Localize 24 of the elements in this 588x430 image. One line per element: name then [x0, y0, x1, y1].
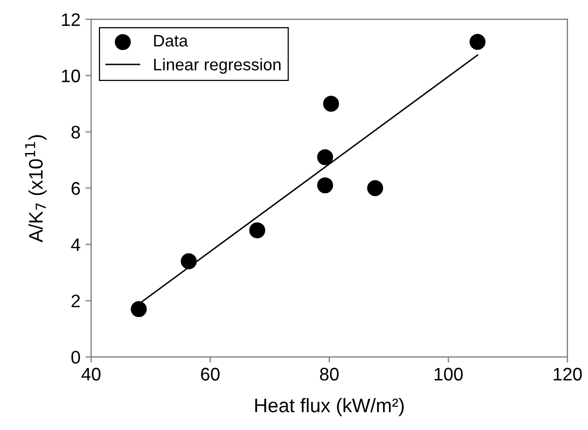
- legend-label: Linear regression: [154, 58, 280, 74]
- y-tick-label: 12: [62, 13, 80, 26]
- y-axis-title: A/K$_{7}$ (x10$^{11}$): [25, 135, 47, 242]
- x-tick-label: 80: [320, 368, 339, 381]
- x-axis-title: Heat flux (kW/m²): [255, 398, 404, 416]
- y-tick-label: 2: [72, 294, 80, 308]
- point: [180, 253, 197, 270]
- x-tick-label: 120: [554, 368, 582, 381]
- point: [367, 180, 384, 196]
- point: [323, 96, 340, 112]
- y-tick-label: 6: [72, 182, 80, 195]
- point: [130, 301, 147, 318]
- x-tick-label: 100: [434, 368, 463, 381]
- x-tick-label: 60: [201, 368, 220, 381]
- point: [317, 177, 334, 194]
- point: [470, 34, 486, 50]
- point: [317, 149, 334, 166]
- x-tick-label: 40: [82, 368, 100, 381]
- y-tick-label: 10: [62, 70, 80, 82]
- legend-label: Data: [154, 34, 188, 47]
- y-tick-label: 8: [71, 126, 80, 139]
- y-tick-label: 4: [71, 238, 80, 251]
- y-tick-label: 0: [71, 350, 80, 364]
- point: [249, 222, 266, 238]
